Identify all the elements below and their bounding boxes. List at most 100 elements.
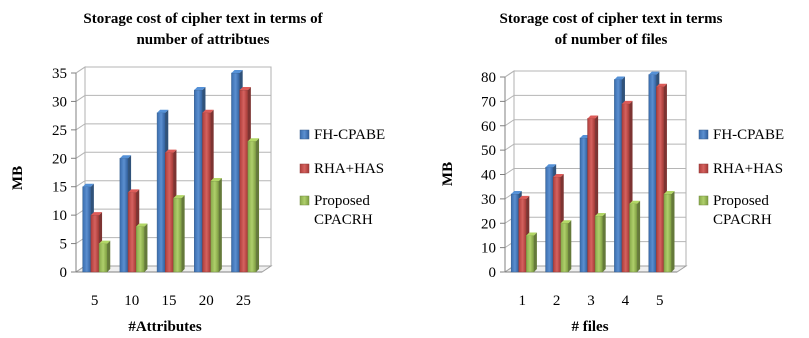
bar-top <box>128 189 140 193</box>
bar-front <box>552 176 561 273</box>
y-tick-label: 15 <box>52 180 67 196</box>
x-tick-label: 5 <box>91 293 99 309</box>
legend-label: RHA+HAS <box>314 161 384 177</box>
bar-side <box>568 220 572 272</box>
x-tick-label: 15 <box>162 293 177 309</box>
bar-side <box>671 191 675 272</box>
bar-front <box>656 86 665 273</box>
bar-top <box>202 109 214 113</box>
bar <box>526 232 537 273</box>
bar-front <box>90 214 100 273</box>
bar-front <box>98 243 108 273</box>
y-axis-label: MB <box>440 162 456 186</box>
bar-front <box>231 72 240 273</box>
legend-label: Proposed <box>314 193 370 209</box>
y-tick-label: 50 <box>481 143 496 159</box>
bar-front <box>202 112 211 273</box>
x-tick-label: 10 <box>124 293 139 309</box>
plot-area: 0 10 20 30 40 50 60 70 80 1 2 3 4 5 <box>481 70 688 309</box>
bar-top <box>560 220 572 224</box>
bar-front <box>210 180 220 273</box>
legend-item: Proposed CPACRH <box>299 193 373 228</box>
bar-top <box>210 178 222 182</box>
bar-front <box>194 89 203 273</box>
y-tick-label: 35 <box>52 66 67 82</box>
bar-top <box>511 191 522 194</box>
bar-top <box>526 232 537 236</box>
x-tick-label: 4 <box>622 293 630 309</box>
chart-title-line-1: Storage cost of cipher text in terms <box>500 11 723 27</box>
bar-top <box>173 195 185 199</box>
bar-side <box>637 200 641 272</box>
y-axis-label: MB <box>10 166 26 190</box>
bar-front <box>518 198 527 273</box>
gridline <box>504 70 686 78</box>
y-tick-label: 10 <box>481 241 496 257</box>
legend-item: RHA+HAS <box>698 161 783 177</box>
bar-top <box>656 83 667 87</box>
y-tick-label: 20 <box>52 151 67 167</box>
bar-side <box>144 223 148 272</box>
bar-top <box>90 212 103 216</box>
bar-front <box>663 193 672 273</box>
legend-label: Proposed <box>713 193 769 209</box>
bar <box>560 220 572 273</box>
bar-top <box>157 109 169 113</box>
bar-front <box>579 137 588 273</box>
bar-top <box>545 164 557 168</box>
y-tick-label: 30 <box>481 192 496 208</box>
x-axis-label: # files <box>571 319 608 335</box>
legend: FH-CPABE RHA+HAS Proposed CPACRH <box>698 127 784 228</box>
bar-top <box>621 100 633 104</box>
bar-top <box>194 87 206 91</box>
plot-area: 0 5 10 15 20 25 30 35 5 10 15 20 25 <box>52 66 273 309</box>
bar-front <box>621 103 630 273</box>
legend-label: CPACRH <box>713 212 772 228</box>
legend-swatch <box>299 195 310 206</box>
legend-label: FH-CPABE <box>713 127 784 143</box>
gridline <box>504 94 686 102</box>
y-tick-label: 80 <box>481 70 496 86</box>
bar-top <box>595 212 606 216</box>
bar-top <box>648 71 660 75</box>
chart-attributes: Storage cost of cipher text in terms of … <box>10 11 385 335</box>
bar-front <box>136 226 145 273</box>
y-tick-label: 60 <box>481 119 496 135</box>
bar-front <box>545 166 554 273</box>
bar-front <box>247 140 257 273</box>
y-tick-label: 40 <box>481 168 496 184</box>
y-tick-label: 30 <box>52 94 67 110</box>
x-tick-label: 25 <box>236 293 251 309</box>
legend-label: RHA+HAS <box>713 161 783 177</box>
bar-top <box>231 70 243 73</box>
bar-top <box>629 200 641 204</box>
bar-top <box>518 195 530 199</box>
bar-front <box>629 203 638 273</box>
bar-side <box>533 232 537 272</box>
legend-swatch <box>698 163 709 174</box>
y-tick-label: 5 <box>60 237 68 253</box>
y-tick-label: 20 <box>481 216 496 232</box>
bar-front <box>82 186 92 273</box>
bar-front <box>165 152 174 273</box>
bar-front <box>173 197 182 273</box>
bar <box>98 240 111 273</box>
legend-label: CPACRH <box>314 212 373 228</box>
bar-front <box>127 192 137 273</box>
chart-title-line-2: number of attribtues <box>136 32 269 48</box>
bar-front <box>587 118 596 273</box>
chart-title-line-1: Storage cost of cipher text in terms of <box>83 11 323 27</box>
bar <box>136 223 148 273</box>
chart-title-line-2: of number of files <box>555 32 668 48</box>
legend-swatch <box>299 129 310 140</box>
bar <box>173 195 185 273</box>
bar-front <box>156 112 166 273</box>
bar <box>594 212 606 273</box>
bar <box>629 200 641 273</box>
legend-swatch <box>299 163 310 174</box>
x-tick-label: 1 <box>518 293 526 309</box>
bar-front <box>614 79 623 273</box>
bar-top <box>614 76 625 80</box>
bar-side <box>107 240 111 272</box>
gridline <box>75 94 271 102</box>
